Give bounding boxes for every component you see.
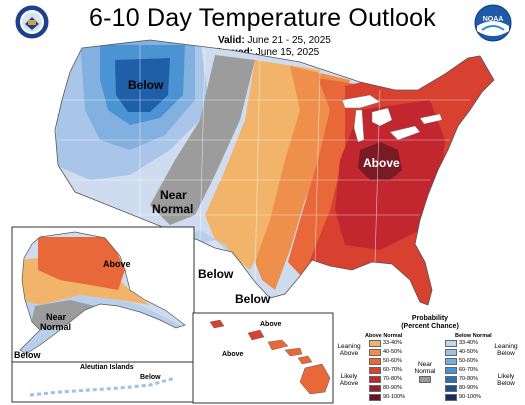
legend-title-line-1: Probability [411, 315, 449, 322]
legend-below-range: 90-100% [459, 394, 482, 400]
legend-leaning-below: Leaning Below [491, 343, 521, 357]
label-conus-above: Above [363, 156, 400, 170]
legend-below-swatch [445, 367, 457, 374]
noaa-text: NOAA [483, 16, 504, 23]
legend-above-range: 80-90% [383, 385, 402, 391]
legend-above-header: Above Normal [365, 333, 403, 339]
legend-below-swatch [445, 358, 457, 365]
label-alaska-below: Below [14, 350, 41, 360]
legend-above-swatch [369, 367, 381, 374]
legend-likely-below-2: Below [497, 380, 515, 387]
legend-likely-below: Likely Below [491, 373, 521, 387]
legend-title-line-2: (Percent Chance) [401, 323, 459, 330]
label-conus-near-2: Normal [152, 202, 194, 216]
legend-leaning-above-1: Leaning [337, 343, 361, 350]
label-conus-near-1: Near [160, 188, 187, 202]
legend-likely-above: Likely Above [335, 373, 363, 387]
legend-above-range: 50-60% [383, 358, 402, 364]
label-alaska-above: Above [103, 259, 131, 269]
valid-dates: June 21 - 25, 2025 [247, 35, 331, 46]
legend-below-range: 60-70% [459, 367, 478, 373]
legend-below-range: 80-90% [459, 385, 478, 391]
hawaii-islands [209, 319, 331, 395]
label-texas-below: Below [198, 267, 234, 281]
legend-below-swatch [445, 340, 457, 347]
legend-leaning-above-2: Above [339, 350, 359, 357]
label-aleutian-title: Aleutian Islands [80, 364, 134, 371]
label-alaska-near-2: Normal [40, 322, 72, 332]
legend-above-range: 90-100% [383, 394, 406, 400]
legend-above-swatch [369, 385, 381, 392]
label-alaska-near-1: Near [46, 312, 67, 322]
legend-near-swatch [419, 376, 431, 383]
legend-above-swatch [369, 394, 381, 401]
probability-legend: Probability (Percent Chance) Above Norma… [335, 315, 525, 405]
legend-near-2: Normal [414, 368, 436, 375]
legend-below-swatch [445, 376, 457, 383]
legend-likely-above-1: Likely [340, 373, 358, 380]
legend-likely-above-2: Above [339, 380, 359, 387]
label-aleutian-below: Below [140, 374, 161, 381]
label-conus-below: Below [128, 78, 164, 92]
commerce-seal-icon [14, 4, 50, 40]
legend-above-range: 60-70% [383, 367, 402, 373]
legend-below-range: 70-80% [459, 376, 478, 382]
legend-above-swatch [369, 349, 381, 356]
legend-above-range: 40-50% [383, 349, 402, 355]
legend-below-swatch [445, 385, 457, 392]
label-hawaii-above-1: Above [260, 321, 282, 328]
legend-above-swatch [369, 340, 381, 347]
label-texas-below-2: Below [235, 292, 271, 306]
legend-above-range: 70-80% [383, 376, 402, 382]
legend-likely-below-1: Likely [497, 373, 515, 380]
map-title: 6-10 Day Temperature Outlook [89, 4, 436, 32]
legend-below-swatch [445, 349, 457, 356]
noaa-logo-icon: NOAA [474, 4, 512, 42]
legend-below-range: 33-40% [459, 340, 478, 346]
legend-below-range: 40-50% [459, 349, 478, 355]
legend-leaning-below-1: Leaning [494, 343, 518, 350]
legend-below-range: 50-60% [459, 358, 478, 364]
legend-leaning-above: Leaning Above [335, 343, 363, 357]
legend-leaning-below-2: Below [497, 350, 515, 357]
label-hawaii-above-2: Above [222, 351, 244, 358]
legend-near-normal: Near Normal [413, 361, 437, 375]
legend-below-swatch [445, 394, 457, 401]
legend-near-1: Near [417, 361, 433, 368]
legend-above-swatch [369, 376, 381, 383]
great-lakes [341, 94, 443, 143]
alaska-outline [19, 231, 186, 355]
legend-above-swatch [369, 358, 381, 365]
state-borders [58, 45, 470, 281]
legend-above-range: 33-40% [383, 340, 402, 346]
valid-label: Valid: [218, 35, 245, 46]
legend-below-header: Below Normal [455, 333, 492, 339]
issued-date: June 15, 2025 [255, 47, 320, 58]
legend-title: Probability (Percent Chance) [335, 315, 525, 331]
conus-outline [54, 39, 495, 306]
